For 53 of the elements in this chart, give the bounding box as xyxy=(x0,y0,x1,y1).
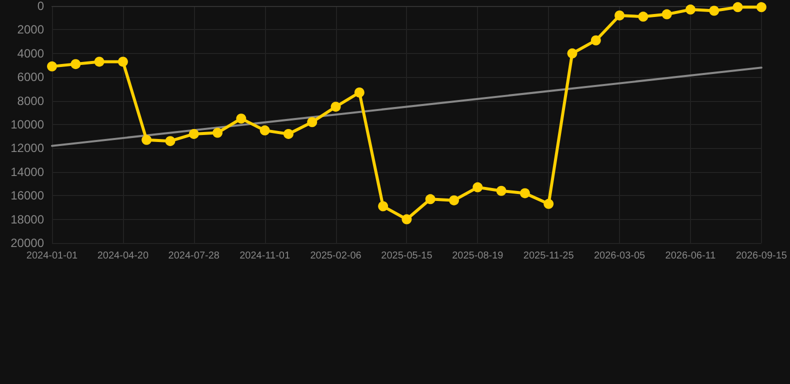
point xyxy=(378,201,388,212)
point xyxy=(236,114,246,124)
point xyxy=(732,2,743,12)
point xyxy=(425,194,436,204)
x-tick-label: 2026-09-15 xyxy=(736,250,788,262)
y-tick-label: 2000 xyxy=(17,22,44,37)
point xyxy=(307,117,318,128)
point xyxy=(614,10,625,20)
point xyxy=(472,182,483,192)
point xyxy=(544,198,554,209)
point xyxy=(662,9,672,20)
y-tick-label: 8000 xyxy=(17,94,44,108)
point xyxy=(260,125,270,136)
point xyxy=(212,128,223,138)
point xyxy=(590,35,601,46)
y-tick-label: 4000 xyxy=(17,46,44,60)
x-tick-label: 2024-11-01 xyxy=(240,250,290,262)
point xyxy=(47,61,57,72)
point xyxy=(756,2,766,12)
point xyxy=(638,12,648,22)
y-tick-label: 14000 xyxy=(10,164,44,179)
y-tick-label: 16000 xyxy=(10,188,44,203)
point xyxy=(496,186,506,196)
point xyxy=(283,128,294,139)
y-tick-label: 0 xyxy=(37,0,44,13)
point xyxy=(70,59,81,70)
y-tick-label: 10000 xyxy=(10,118,44,132)
y-tick-label: 18000 xyxy=(10,212,44,226)
point xyxy=(709,6,720,16)
y-tick-label: 12000 xyxy=(10,141,44,156)
point xyxy=(520,188,530,198)
x-tick-label: 2026-03-05 xyxy=(594,250,646,262)
point xyxy=(685,4,696,15)
x-tick-label: 2024-07-28 xyxy=(168,250,220,262)
x-tick-label: 2025-05-15 xyxy=(381,250,433,262)
y-tick-label: 6000 xyxy=(17,70,44,84)
point xyxy=(449,195,460,206)
x-tick-label: 2024-04-20 xyxy=(97,250,149,262)
x-tick-label: 2026-06-11 xyxy=(665,250,716,262)
point xyxy=(330,102,341,112)
x-tick-label: 2024-01-01 xyxy=(26,250,78,262)
point xyxy=(354,88,364,98)
point xyxy=(567,48,578,58)
point xyxy=(118,56,128,67)
x-tick-label: 2025-08-19 xyxy=(452,250,504,262)
x-tick-label: 2025-11-25 xyxy=(523,250,574,262)
point xyxy=(94,56,104,67)
x-tick-label: 2025-02-06 xyxy=(310,250,362,262)
point xyxy=(402,214,412,224)
point xyxy=(142,134,152,145)
point xyxy=(188,128,199,139)
point xyxy=(165,136,176,146)
y-tick-label: 20000 xyxy=(10,236,44,250)
